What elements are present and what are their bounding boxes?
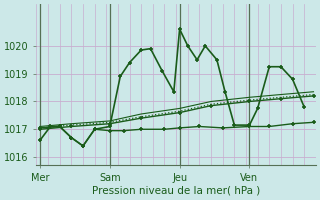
X-axis label: Pression niveau de la mer( hPa ): Pression niveau de la mer( hPa ) (92, 186, 260, 196)
